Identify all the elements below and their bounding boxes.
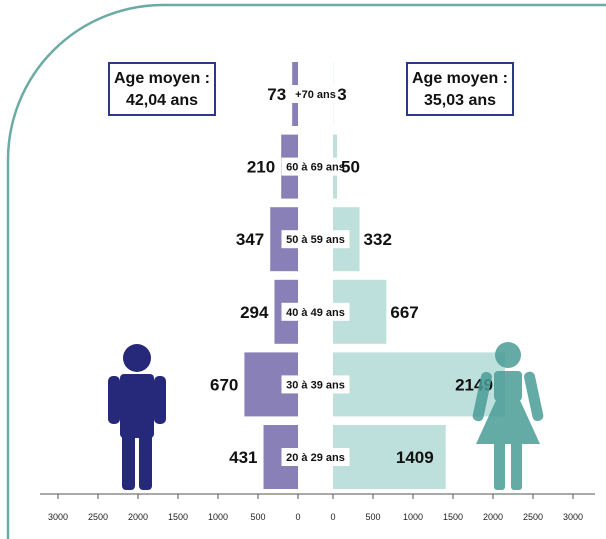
category-label-4: 30 à 39 ans	[286, 379, 345, 391]
value-label-men-4: 670	[210, 375, 238, 394]
category-label-5: 20 à 29 ans	[286, 452, 345, 464]
category-label-0: +70 ans	[295, 89, 336, 101]
x-tick-label-left-4: 1000	[208, 512, 228, 522]
men-average-age-box: Age moyen : 42,04 ans	[108, 62, 216, 116]
value-label-men-5: 431	[229, 448, 257, 467]
x-tick-label-left-5: 500	[250, 512, 265, 522]
x-tick-label-right-4: 2000	[483, 512, 503, 522]
x-tick-label-right-5: 2500	[523, 512, 543, 522]
category-label-2: 50 à 59 ans	[286, 234, 345, 246]
woman-icon	[472, 342, 544, 490]
value-label-men-1: 210	[247, 158, 275, 177]
women-average-age-label: Age moyen :	[411, 70, 508, 87]
x-tick-label-right-3: 1500	[443, 512, 463, 522]
category-label-bg-0	[281, 85, 350, 103]
man-icon	[108, 344, 166, 490]
x-tick-label-left-2: 2000	[128, 512, 148, 522]
category-label-bg-5	[281, 448, 350, 466]
men-average-age-value: 42,04 ans	[125, 92, 199, 109]
value-label-women-5: 1409	[396, 448, 434, 467]
category-label-bg-2	[281, 230, 350, 249]
value-label-men-0: 73	[267, 85, 286, 104]
x-tick-label-right-6: 3000	[563, 512, 583, 522]
value-label-women-0: 3	[337, 85, 346, 104]
women-average-age-box: Age moyen : 35,03 ans	[406, 62, 514, 116]
women-average-age-value: 35,03 ans	[423, 92, 497, 109]
x-tick-label-left-3: 1500	[168, 512, 188, 522]
x-tick-label-right-1: 500	[365, 512, 380, 522]
value-label-women-3: 667	[390, 303, 418, 322]
category-label-bg-4	[281, 375, 350, 394]
x-tick-label-left-6: 0	[295, 512, 300, 522]
x-tick-label-left-0: 3000	[48, 512, 68, 522]
x-tick-label-right-2: 1000	[403, 512, 423, 522]
value-label-women-2: 332	[364, 230, 392, 249]
category-label-bg-3	[281, 302, 350, 321]
category-label-3: 40 à 49 ans	[286, 307, 345, 319]
x-tick-label-left-1: 2500	[88, 512, 108, 522]
x-tick-label-right-0: 0	[330, 512, 335, 522]
rounded-frame	[6, 3, 606, 539]
category-label-1: 60 à 69 ans	[286, 162, 345, 174]
men-average-age-label: Age moyen :	[113, 70, 210, 87]
value-label-men-2: 347	[236, 230, 264, 249]
bar-women-5	[333, 425, 446, 489]
category-label-bg-1	[281, 157, 350, 176]
value-label-men-3: 294	[240, 303, 269, 322]
value-label-women-1: 50	[341, 158, 360, 177]
